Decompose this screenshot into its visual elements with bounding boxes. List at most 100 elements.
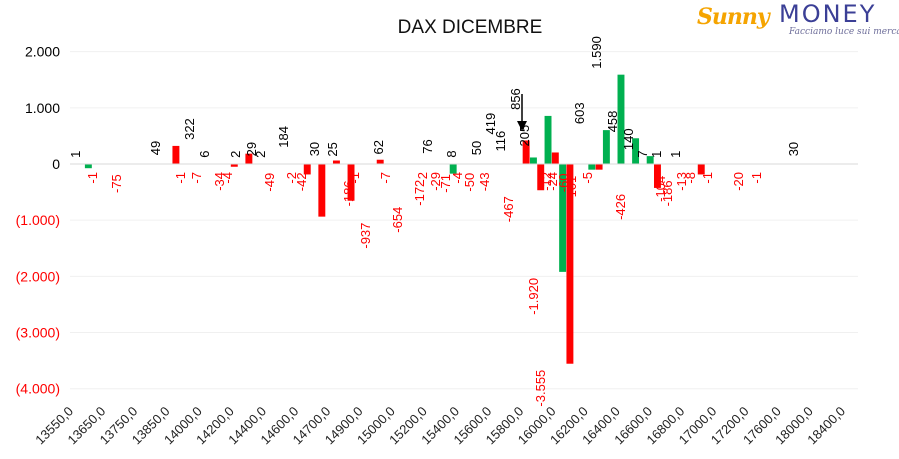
data-label: -13 [674, 172, 689, 191]
data-label: -3.555 [533, 370, 548, 407]
bar [245, 153, 253, 164]
bar [646, 156, 654, 164]
y-axis-ticks: 2.000 1.000 0 (1.000) (2.000) (3.000) (4.000) [16, 44, 61, 397]
bar [617, 74, 625, 164]
bar [697, 164, 705, 175]
data-label: -1.920 [526, 278, 541, 315]
data-label: 458 [605, 111, 620, 133]
data-label: 856 [508, 88, 523, 110]
y-tick-label: (4.000) [16, 381, 60, 397]
data-label: 6 [197, 150, 212, 157]
logo-tagline: Facciamo luce sui mercati [789, 27, 899, 37]
logo-sunny-text: Sunny [697, 4, 770, 30]
data-label: 140 [621, 128, 636, 150]
bar [84, 164, 92, 169]
data-label: 2 [253, 151, 268, 158]
bar [654, 164, 661, 188]
data-label: -8 [683, 172, 698, 184]
bar [537, 164, 545, 191]
data-label: 184 [276, 126, 291, 148]
data-label: -1 [347, 172, 362, 184]
bar [559, 164, 567, 272]
bar [588, 164, 596, 170]
data-label: -42 [294, 172, 309, 191]
data-label: -4 [220, 172, 235, 184]
data-label: 62 [371, 140, 386, 154]
data-label: -43 [477, 172, 492, 191]
bar [544, 115, 552, 164]
bar [230, 164, 238, 167]
data-label: -1 [173, 172, 188, 184]
data-label: -60 [556, 173, 571, 192]
data-label: 603 [572, 102, 587, 124]
bar [318, 164, 326, 217]
data-label: 30 [786, 142, 801, 156]
data-label: -172 [412, 180, 427, 206]
gridlines [70, 51, 858, 390]
data-label: -12 [539, 172, 554, 191]
bar [529, 157, 537, 164]
data-label: 419 [483, 113, 498, 135]
chart-title: DAX DICEMBRE [398, 17, 543, 38]
data-label: -29 [428, 172, 443, 191]
data-label: 76 [420, 139, 435, 153]
y-tick-label: (1.000) [16, 212, 60, 228]
data-label: -20 [731, 172, 746, 191]
bars [84, 74, 705, 364]
bar [303, 164, 311, 175]
data-label: -24 [545, 172, 560, 191]
data-label: 30 [307, 142, 322, 156]
data-label: 7 [635, 150, 650, 157]
y-tick-label: 1.000 [25, 100, 60, 116]
bar [522, 140, 530, 164]
data-label: -5 [580, 172, 595, 184]
data-label: -467 [501, 196, 516, 222]
data-label: -7 [189, 172, 204, 184]
logo-money-text: MONEY [779, 0, 877, 28]
arrow-annotation [517, 94, 527, 131]
data-label: -71 [438, 174, 453, 193]
bar [332, 160, 340, 164]
data-label: 1.590 [589, 36, 604, 69]
data-label: 205 [517, 125, 532, 147]
data-label: -50 [462, 173, 477, 192]
data-label: -186 [660, 180, 675, 206]
data-label: -2 [415, 172, 430, 184]
x-axis-ticks: 13550,013650,013750,013850,014000,014200… [32, 404, 848, 448]
data-label: -2 [284, 172, 299, 184]
data-label: 49 [148, 141, 163, 155]
data-label: 29 [244, 142, 259, 156]
data-label: -4 [450, 172, 465, 184]
data-label: 1 [668, 151, 683, 158]
bar [347, 164, 355, 201]
data-label: 8 [444, 150, 459, 157]
data-label: -34 [212, 172, 227, 191]
bar [449, 164, 457, 174]
data-label: 1 [649, 151, 664, 158]
y-tick-label: 2.000 [25, 44, 60, 60]
data-label: -104 [653, 176, 668, 202]
bar [172, 145, 180, 164]
data-label: -49 [262, 173, 277, 192]
y-tick-label: (3.000) [16, 325, 60, 341]
data-label: -937 [358, 223, 373, 249]
data-label: -186 [341, 180, 356, 206]
data-label: -7 [378, 172, 393, 184]
data-label: 116 [493, 131, 508, 152]
bar [602, 130, 610, 164]
data-label: 2 [228, 151, 243, 158]
data-label: -75 [109, 174, 124, 193]
data-label: -1 [749, 172, 764, 184]
data-label: -101 [564, 176, 579, 202]
bar [376, 159, 384, 164]
data-label: -1 [700, 172, 715, 184]
bar [595, 164, 603, 170]
sunny-money-logo: Sunny MONEY Facciamo luce sui mercati [693, 0, 899, 42]
y-tick-label: (2.000) [16, 268, 60, 284]
data-label: -1 [85, 172, 100, 184]
y-tick-label: 0 [52, 156, 60, 172]
data-label: 322 [182, 118, 197, 140]
data-label: -426 [613, 194, 628, 220]
